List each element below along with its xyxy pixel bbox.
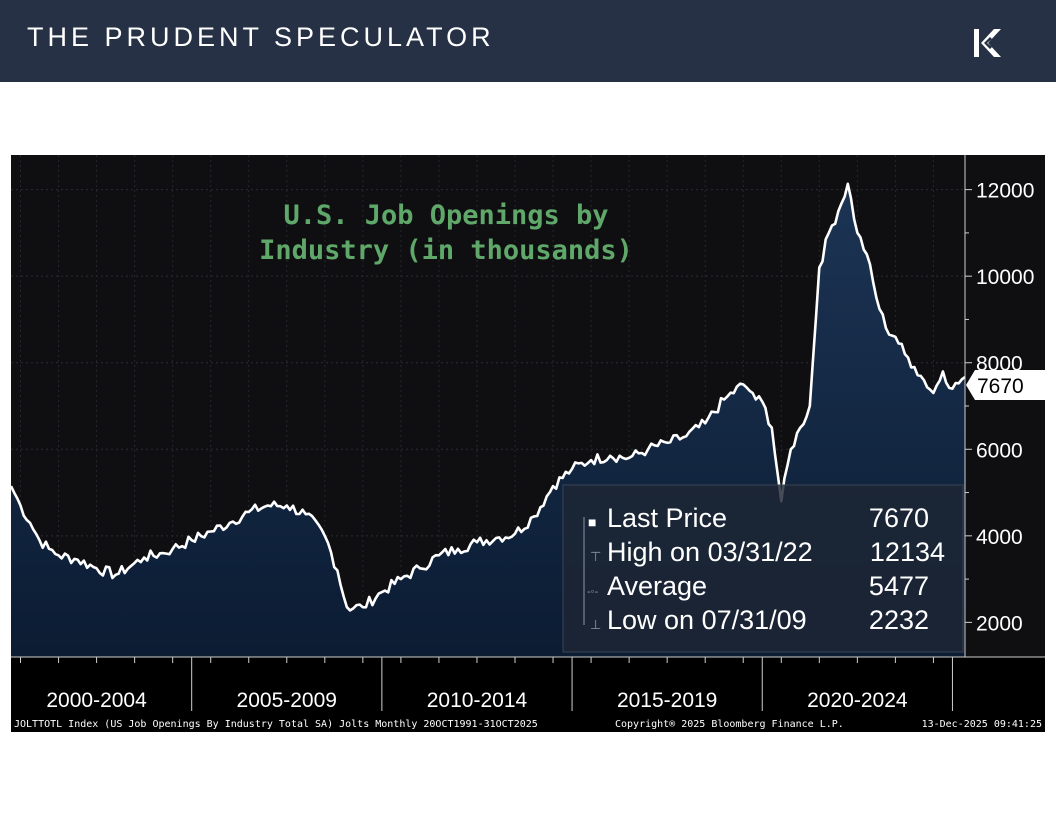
y-axis: 2000 4000 6000 8000 10000 12000 (965, 180, 1034, 635)
legend-label-average: Average (607, 571, 707, 601)
footer-timestamp-text: 13-Dec-2025 09:41:25 (922, 719, 1042, 730)
y-tick-label-4000: 4000 (976, 526, 1023, 549)
y-tick-label-6000: 6000 (976, 439, 1023, 462)
legend-value-low: 2232 (869, 605, 929, 635)
job-openings-chart: 2000 4000 6000 8000 10000 12000 2000-2004 2005… (11, 155, 1045, 732)
chart-panel: 2000 4000 6000 8000 10000 12000 2000-2004 2005… (11, 155, 1045, 732)
legend-value-last: 7670 (869, 503, 929, 533)
x-axis: 2000-2004 2005-2009 2010-2014 2015-2019 2020… (20, 657, 953, 712)
header-bar: THE PRUDENT SPECULATOR (0, 0, 1056, 82)
y-tick-label-8000: 8000 (976, 353, 1023, 376)
x-period-label-2000-2004: 2000-2004 (46, 689, 147, 712)
footer-copyright-text: Copyright® 2025 Bloomberg Finance L.P. (615, 719, 844, 730)
x-period-label-2005-2009: 2005-2009 (237, 689, 337, 712)
y-tick-label-10000: 10000 (976, 266, 1034, 289)
legend-marker-low: ⊥ (590, 617, 601, 632)
legend-box: ■ Last Price 7670 ⊤ High on 03/31/22 121… (562, 484, 964, 653)
x-period-label-2010-2014: 2010-2014 (427, 689, 528, 712)
legend-label-high: High on 03/31/22 (607, 537, 813, 567)
page-title: THE PRUDENT SPECULATOR (27, 22, 495, 52)
legend-marker-high: ⊤ (590, 549, 601, 564)
chart-title-line-2: Industry (in thousands) (259, 235, 633, 266)
legend-label-low: Low on 07/31/09 (607, 605, 807, 635)
last-value-tag: 7670 (966, 370, 1045, 400)
series-line (11, 182, 966, 612)
legend-value-high: 12134 (870, 537, 945, 567)
chart-title-line-1: U.S. Job Openings by (283, 200, 608, 231)
last-value-label: 7670 (977, 375, 1024, 398)
x-period-label-2020-2024: 2020-2024 (807, 689, 908, 712)
prudent-speculator-logo (974, 29, 1001, 57)
legend-value-average: 5477 (869, 571, 929, 601)
footer-source-text: JOLTTOTL Index (US Job Openings By Indus… (14, 719, 538, 730)
x-axis-band (11, 657, 1045, 732)
y-tick-label-2000: 2000 (976, 612, 1023, 635)
legend-marker-average: -◦- (587, 586, 599, 598)
legend-marker-last: ■ (588, 514, 596, 530)
y-tick-label-12000: 12000 (976, 180, 1034, 203)
x-period-label-2015-2019: 2015-2019 (617, 689, 717, 712)
legend-label-last: Last Price (607, 503, 727, 533)
